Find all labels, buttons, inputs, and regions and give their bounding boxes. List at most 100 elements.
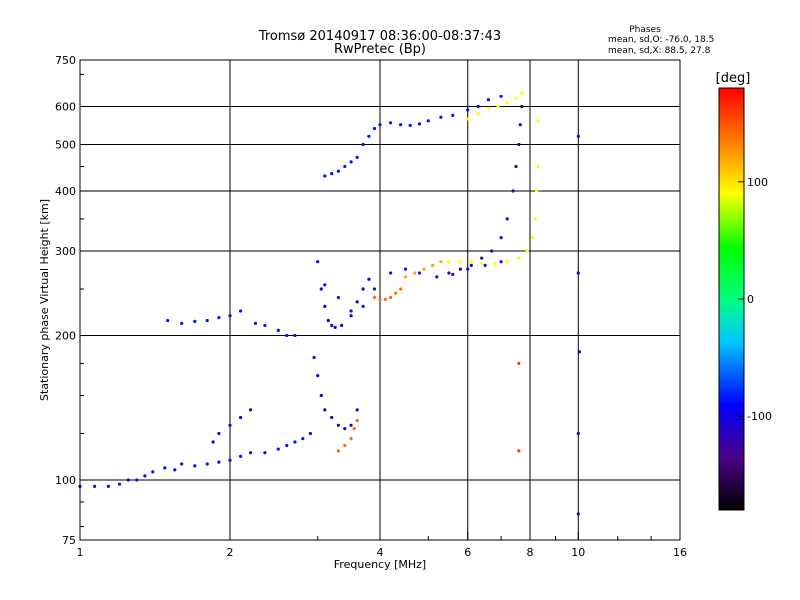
data-point <box>117 482 122 486</box>
data-point <box>525 249 529 253</box>
data-point <box>253 321 258 325</box>
data-point <box>367 134 371 138</box>
data-point <box>403 275 408 279</box>
data-point <box>496 104 500 109</box>
data-point <box>577 350 582 354</box>
grid-lines <box>80 60 680 540</box>
data-point <box>531 236 535 240</box>
data-point <box>336 295 340 300</box>
data-point <box>399 287 403 291</box>
stats-line-o: mean, sd,O: -76.0, 18.5 <box>608 35 714 45</box>
data-point <box>486 98 490 102</box>
data-point <box>323 408 327 412</box>
data-point <box>135 478 139 482</box>
data-point <box>308 431 312 436</box>
y-tick-label: 200 <box>55 330 76 343</box>
colorbar-tick-label: -100 <box>747 410 772 423</box>
y-tick-label: 100 <box>55 474 76 487</box>
x-axis-ticks: 1 2 4 6 8 10 16 <box>77 532 687 559</box>
data-point <box>349 309 353 313</box>
data-point <box>451 272 455 277</box>
x-tick-label: 2 <box>227 546 234 559</box>
data-point <box>511 189 515 193</box>
data-point <box>330 323 334 327</box>
data-point <box>466 117 470 121</box>
data-point <box>480 261 484 265</box>
data-point <box>378 297 382 301</box>
data-point <box>536 164 540 169</box>
data-point <box>355 300 359 304</box>
data-point <box>469 260 473 264</box>
y-tick-label: 600 <box>55 101 76 114</box>
data-point <box>239 309 243 313</box>
data-point <box>276 447 280 451</box>
data-point <box>323 174 327 178</box>
data-point <box>476 104 480 109</box>
data-point <box>228 423 232 427</box>
data-point <box>466 267 470 271</box>
data-point <box>173 468 177 472</box>
data-point <box>372 126 377 131</box>
y-tick-label: 500 <box>55 139 76 152</box>
y-axis-ticks: 75 100 200 300 400 500 600 750 <box>55 54 88 547</box>
data-point <box>312 355 316 360</box>
data-point <box>343 164 347 169</box>
data-point <box>451 113 455 117</box>
data-point <box>576 134 580 138</box>
data-point <box>372 295 377 300</box>
data-point <box>193 464 197 468</box>
data-point <box>469 263 473 267</box>
colorbar-tick-label: 0 <box>747 293 754 306</box>
data-point <box>205 318 209 323</box>
data-point <box>293 333 297 338</box>
data-point <box>319 393 323 398</box>
data-point <box>417 271 422 275</box>
data-point <box>217 460 221 464</box>
data-point <box>336 449 340 453</box>
data-point <box>349 160 353 164</box>
data-point <box>367 277 371 281</box>
y-tick-label: 75 <box>62 534 76 547</box>
data-point <box>466 108 470 112</box>
y-tick-label: 750 <box>55 54 76 67</box>
y-axis-label: Stationary phase Virtual Height [km] <box>38 199 51 401</box>
data-point <box>330 415 334 420</box>
data-point <box>180 321 184 325</box>
data-point <box>431 263 435 267</box>
data-point <box>343 427 347 431</box>
data-point <box>355 408 359 412</box>
data-point <box>417 122 422 126</box>
data-point <box>493 262 497 266</box>
data-point <box>389 121 393 125</box>
data-point <box>336 423 340 427</box>
data-point <box>480 256 484 260</box>
data-point <box>499 236 503 240</box>
data-point <box>285 443 289 448</box>
data-point <box>336 169 340 173</box>
data-point <box>499 260 503 264</box>
data-point <box>535 189 539 193</box>
data-point <box>228 314 232 318</box>
data-points <box>78 91 582 516</box>
data-point <box>518 123 522 127</box>
data-point <box>517 361 521 365</box>
data-point <box>143 474 147 478</box>
chart-subtitle: RwPretec (Bp) <box>334 42 426 57</box>
data-point <box>413 271 417 275</box>
data-point <box>163 466 167 470</box>
data-point <box>330 172 334 176</box>
data-point <box>249 408 253 412</box>
data-point <box>349 437 353 441</box>
y-tick-label: 300 <box>55 245 76 258</box>
data-point <box>435 275 439 279</box>
data-point <box>439 115 443 119</box>
data-point <box>408 123 412 127</box>
data-point <box>361 304 365 308</box>
data-point <box>276 328 280 332</box>
colorbar-tick-label: 100 <box>747 176 768 189</box>
data-point <box>228 458 232 462</box>
data-point <box>499 94 503 98</box>
data-point <box>520 104 524 109</box>
data-point <box>517 449 521 453</box>
